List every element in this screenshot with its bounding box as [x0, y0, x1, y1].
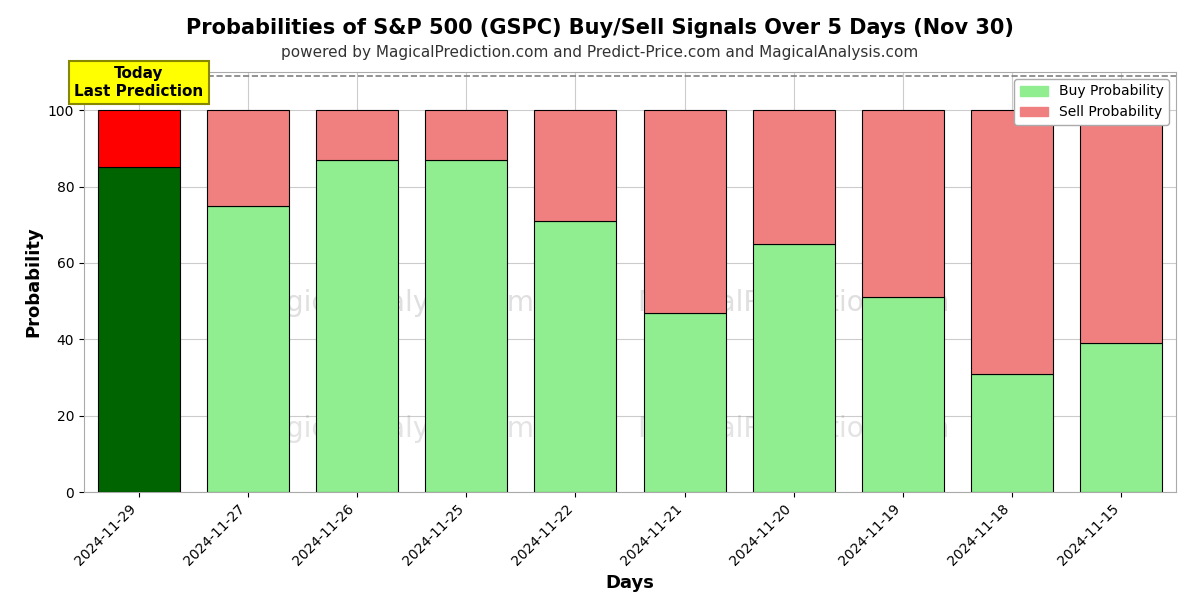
- Text: MagicalPrediction.com: MagicalPrediction.com: [637, 289, 950, 317]
- Bar: [643, 313, 726, 492]
- Bar: [425, 160, 508, 492]
- Bar: [752, 110, 835, 244]
- Bar: [97, 167, 180, 492]
- Text: Today
Last Prediction: Today Last Prediction: [74, 67, 203, 99]
- X-axis label: Days: Days: [606, 574, 654, 592]
- Text: MagicalAnalysis.com: MagicalAnalysis.com: [245, 289, 534, 317]
- Bar: [425, 110, 508, 160]
- Bar: [643, 110, 726, 313]
- Bar: [1080, 343, 1163, 492]
- Bar: [971, 374, 1054, 492]
- Bar: [862, 297, 944, 492]
- Legend: Buy Probability, Sell Probability: Buy Probability, Sell Probability: [1014, 79, 1169, 125]
- Text: MagicalPrediction.com: MagicalPrediction.com: [637, 415, 950, 443]
- Bar: [206, 110, 289, 206]
- Bar: [316, 160, 398, 492]
- Text: powered by MagicalPrediction.com and Predict-Price.com and MagicalAnalysis.com: powered by MagicalPrediction.com and Pre…: [281, 45, 919, 60]
- Bar: [534, 110, 617, 221]
- Bar: [534, 221, 617, 492]
- Bar: [316, 110, 398, 160]
- Bar: [971, 110, 1054, 374]
- Text: Probabilities of S&P 500 (GSPC) Buy/Sell Signals Over 5 Days (Nov 30): Probabilities of S&P 500 (GSPC) Buy/Sell…: [186, 18, 1014, 38]
- Text: MagicalAnalysis.com: MagicalAnalysis.com: [245, 415, 534, 443]
- Bar: [206, 206, 289, 492]
- Bar: [862, 110, 944, 297]
- Bar: [752, 244, 835, 492]
- Bar: [1080, 110, 1163, 343]
- Bar: [97, 110, 180, 167]
- Y-axis label: Probability: Probability: [24, 227, 42, 337]
